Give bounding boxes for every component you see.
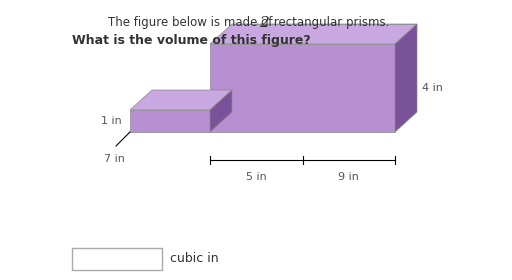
Text: The figure below is made of: The figure below is made of [108, 16, 276, 29]
Polygon shape [210, 90, 232, 132]
Text: 7 in: 7 in [103, 154, 124, 164]
Polygon shape [210, 24, 417, 44]
Text: 4 in: 4 in [422, 83, 443, 93]
Polygon shape [130, 90, 232, 110]
Text: What is the volume of this figure?: What is the volume of this figure? [72, 34, 311, 47]
Text: 9 in: 9 in [338, 172, 359, 182]
Text: 5 in: 5 in [246, 172, 267, 182]
Polygon shape [130, 110, 210, 132]
Polygon shape [210, 44, 395, 132]
FancyBboxPatch shape [72, 248, 162, 270]
Text: 1 in: 1 in [101, 116, 122, 126]
Text: rectangular prisms.: rectangular prisms. [270, 16, 389, 29]
Text: 2: 2 [259, 16, 269, 30]
Text: cubic in: cubic in [170, 253, 219, 265]
Polygon shape [395, 24, 417, 132]
